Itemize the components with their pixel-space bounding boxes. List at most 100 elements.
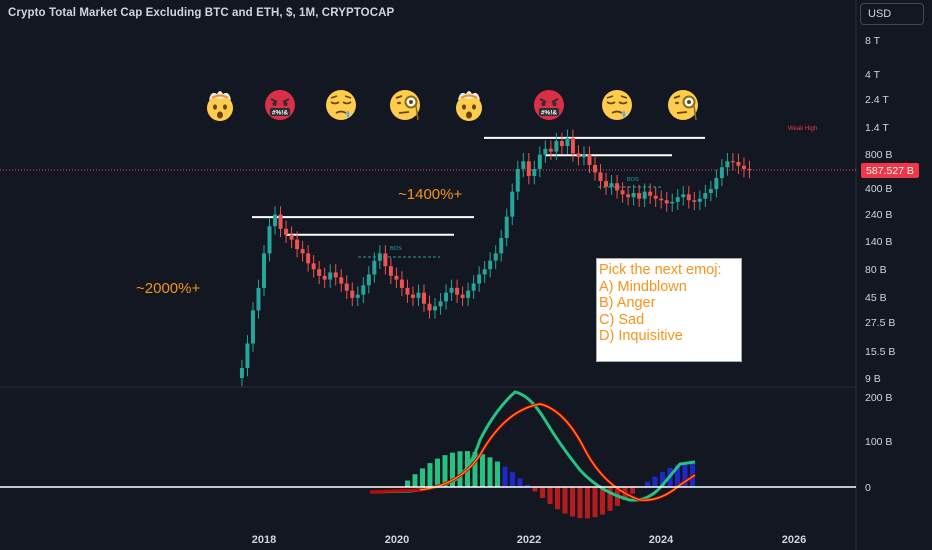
candle-body [433,306,438,311]
candle-body [581,154,586,158]
candle-body [521,161,526,169]
candle-body [515,168,520,192]
candle-body [559,141,564,147]
candle-body [466,290,471,298]
time-tick: 2020 [385,534,409,546]
candle-body [311,263,316,270]
candle-series [239,129,752,387]
oscillator-bar [592,487,598,518]
candle-body [488,260,493,270]
candle-body [449,287,454,293]
quiz-box: Pick the next emoj: A) Mindblown B) Ange… [596,258,742,362]
price-tick: 140 B [865,236,892,248]
candle-body [377,253,382,261]
quiz-option-b: B) Anger [599,295,656,311]
candle-body [366,274,371,286]
oscillator-bar [540,487,545,499]
candle-body [719,167,724,179]
candle-body [256,287,261,311]
gain-annotation-2020: ~1400%+ [398,186,463,203]
candle-body [703,193,708,199]
candle-body [333,272,338,278]
candle-body [322,275,327,280]
candle-body [576,153,581,158]
candle-body [455,287,460,295]
candle-body [681,194,686,198]
candle-body [493,253,498,261]
candle-body [383,253,388,267]
oscillator-bar [652,476,658,487]
time-tick: 2024 [649,534,674,546]
sad-emoji-icon [326,90,356,120]
candle-body [626,194,631,198]
last-price-label: 587.527 B [866,165,914,177]
oscillator-bar [495,461,500,487]
oscillator-bar [630,487,635,494]
oscillator-bar [607,487,613,511]
candle-body [482,269,487,275]
candle-body [642,191,647,199]
candle-body [692,200,697,202]
time-tick: 2022 [517,534,541,546]
candle-body [284,228,289,235]
oscillator-bar [502,466,508,487]
candle-body [289,234,294,240]
gain-annotation-2017: ~2000%+ [136,280,201,297]
time-tick: 2018 [252,534,276,546]
oscillator-bar [442,455,448,487]
candle-body [664,200,669,204]
quiz-option-d: D) Inquisitive [599,328,683,344]
candle-body [372,260,377,275]
candle-body [427,303,432,311]
bos-label-2023: BOS [627,177,639,183]
oscillator-bar [435,458,440,487]
oscillator-bar [577,487,583,519]
candle-body [637,193,642,199]
oscillator-bar [675,464,680,487]
candle-body [477,274,482,284]
oscillator-bar [585,487,590,519]
candle-body [278,214,283,229]
candle-body [355,294,360,298]
candle-body [598,172,603,182]
oscillator-bar [645,481,650,487]
candle-body [648,191,653,196]
horizontal-levels [252,136,705,236]
candle-body [587,154,592,165]
candle-body [388,266,393,276]
oscillator-bar [690,460,695,487]
mindblown-emoji-icon [207,91,233,121]
candle-body [499,237,504,254]
oscillator-histogram [405,451,695,519]
price-tick: 800 B [865,149,892,161]
candle-body [267,226,272,254]
candle-body [339,277,344,284]
candle-body [697,198,702,202]
candle-body [410,294,415,298]
candle-body [675,197,680,202]
bos-lines [358,186,662,258]
candle-body [548,148,553,152]
candle-body [725,161,730,168]
candle-body [708,189,713,194]
candle-body [615,183,620,191]
candle-body [565,137,570,147]
oscillator-bar [450,452,455,487]
currency-selector[interactable]: USD [860,3,924,25]
candle-body [328,272,333,280]
candle-body [736,161,741,166]
candle-body [504,216,509,238]
bos-label-2019: BOS [390,246,402,252]
quiz-question: Pick the next emoj: [599,262,722,278]
price-tick: 27.5 B [865,317,895,329]
weak-high-label: Weak High [788,126,817,132]
candle-body [273,214,278,227]
candle-body [444,292,449,302]
anger-emoji-icon: #%!& [265,90,295,120]
candle-body [438,301,443,307]
candle-body [543,148,548,155]
last-price-badge: 587.527 B [861,163,919,178]
anger-emoji-icon: #%!& [534,90,564,120]
